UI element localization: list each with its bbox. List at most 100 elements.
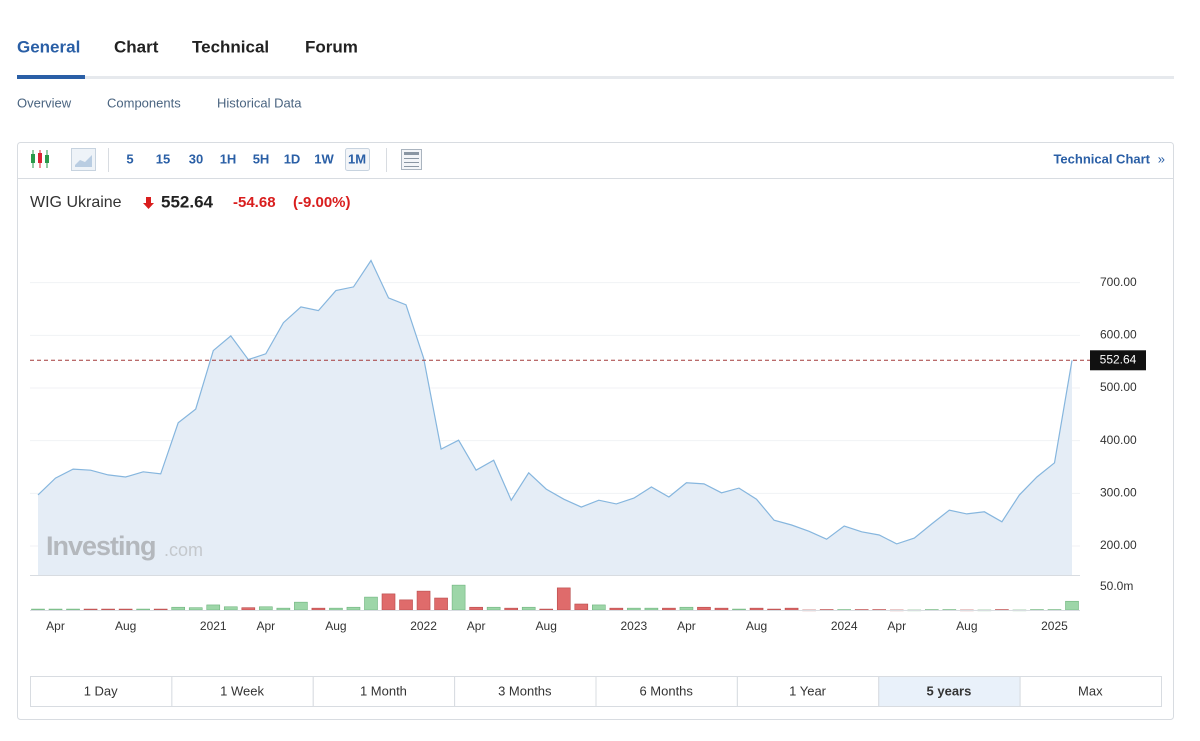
volume-bar — [714, 607, 729, 611]
watermark-brand: Investing — [46, 531, 156, 561]
volume-bar — [171, 606, 186, 611]
interval[interactable]: 15 — [156, 151, 170, 166]
area-icon[interactable] — [71, 148, 96, 171]
interval-active — [345, 148, 370, 171]
y-tick-label: 700.00 — [1100, 275, 1137, 289]
volume-bar — [574, 603, 589, 611]
interval[interactable]: 1M — [348, 151, 366, 166]
volume-bar — [662, 607, 676, 611]
volume-bar — [592, 604, 606, 611]
range-label[interactable]: 1 Week — [220, 683, 264, 698]
volume-bar — [539, 608, 554, 611]
x-tick-label: 2024 — [831, 619, 858, 633]
y-tick-label: 500.00 — [1100, 380, 1137, 394]
range-button[interactable] — [312, 676, 456, 707]
subtab[interactable]: Overview — [17, 95, 72, 110]
range-label[interactable]: 1 Day — [84, 683, 118, 698]
x-tick-label: Apr — [46, 619, 65, 633]
tab-underline — [17, 75, 85, 79]
tab-rule — [17, 76, 1174, 79]
volume-bar — [644, 607, 659, 611]
last-price-box — [1090, 350, 1146, 371]
volume-bar — [259, 606, 273, 611]
x-tick-label: 2021 — [200, 619, 227, 633]
range-button[interactable] — [595, 676, 738, 707]
watermark-suffix: .com — [164, 540, 203, 560]
range-label[interactable]: 6 Months — [639, 683, 693, 698]
volume-bar — [399, 599, 413, 611]
volume-bar — [627, 607, 641, 611]
volume-bar — [136, 608, 150, 611]
last-price-label: 552.64 — [1100, 352, 1137, 366]
table-icon[interactable] — [401, 149, 422, 170]
instrument-name: WIG Ukraine — [30, 194, 122, 211]
range-button[interactable] — [878, 676, 1021, 707]
volume-bar — [784, 607, 799, 611]
volume-bar — [241, 607, 256, 611]
volume-bar — [416, 590, 431, 611]
x-tick-label: 2025 — [1041, 619, 1068, 633]
volume-bar — [679, 606, 694, 611]
range-label[interactable]: Max — [1078, 683, 1103, 698]
volume-bar — [451, 584, 466, 611]
range-label[interactable]: 5 years — [927, 683, 972, 698]
interval[interactable]: 30 — [189, 151, 203, 166]
volume-bar — [469, 606, 483, 611]
change: -54.68 — [233, 194, 276, 211]
range-bar: 1 Day 1 Week 1 Month 3 Months 6 Months 1 Year… — [30, 676, 1162, 707]
subtab[interactable]: Components — [107, 95, 181, 110]
tab[interactable]: Chart — [114, 37, 159, 56]
subtab[interactable]: Historical Data — [217, 95, 302, 110]
range-button[interactable] — [454, 676, 597, 707]
range-label[interactable]: 1 Month — [360, 683, 407, 698]
x-tick-label: Apr — [887, 619, 906, 633]
interval[interactable]: 5 — [126, 151, 133, 166]
technical-chart-link[interactable]: Technical Chart — [1053, 151, 1150, 166]
tab[interactable]: Forum — [305, 37, 358, 56]
link-arrow[interactable]: » — [1158, 151, 1165, 166]
volume-bar — [697, 606, 711, 611]
interval[interactable]: 1H — [220, 151, 237, 166]
x-tick-label: Apr — [467, 619, 486, 633]
range-label[interactable]: 1 Year — [789, 683, 827, 698]
volume-bar — [101, 608, 115, 611]
price: 552.64 — [161, 192, 214, 211]
y-tick-label: 300.00 — [1100, 486, 1137, 500]
range-label[interactable]: 3 Months — [498, 683, 552, 698]
candle-icon[interactable] — [31, 150, 49, 168]
volume-bar — [31, 608, 45, 611]
volume-bar — [83, 608, 98, 611]
interval[interactable]: 1D — [284, 151, 301, 166]
range-button[interactable] — [1019, 676, 1162, 707]
down-arrow — [143, 197, 154, 209]
y-tick-label: 200.00 — [1100, 538, 1137, 552]
volume-bar — [609, 607, 624, 611]
volume-bar — [223, 606, 238, 611]
volume-bar — [153, 608, 168, 611]
y-tick-label: 600.00 — [1100, 328, 1137, 342]
volume-bar — [66, 608, 80, 611]
volume-bar — [381, 593, 396, 611]
x-tick-label: Aug — [956, 619, 977, 633]
volume-bar — [434, 597, 448, 611]
x-tick-label: Apr — [256, 619, 275, 633]
volume-bar — [767, 608, 781, 611]
price-line — [37, 259, 1073, 545]
volume-bar — [504, 607, 518, 611]
volume-bar — [276, 607, 291, 611]
change-percent: (-9.00%) — [293, 194, 351, 211]
x-tick-label: 2023 — [621, 619, 648, 633]
x-tick-label: Aug — [325, 619, 346, 633]
range-button[interactable] — [171, 676, 314, 707]
volume-bar — [364, 596, 378, 611]
interval[interactable]: 5H — [253, 151, 270, 166]
range-button[interactable] — [30, 676, 173, 707]
interval[interactable]: 1W — [314, 151, 334, 166]
area — [38, 260, 1072, 575]
volume-bar — [521, 606, 536, 611]
tab[interactable]: General — [17, 37, 80, 56]
x-tick-label: Aug — [536, 619, 557, 633]
volume-bar — [294, 601, 308, 611]
tab[interactable]: Technical — [192, 37, 269, 56]
